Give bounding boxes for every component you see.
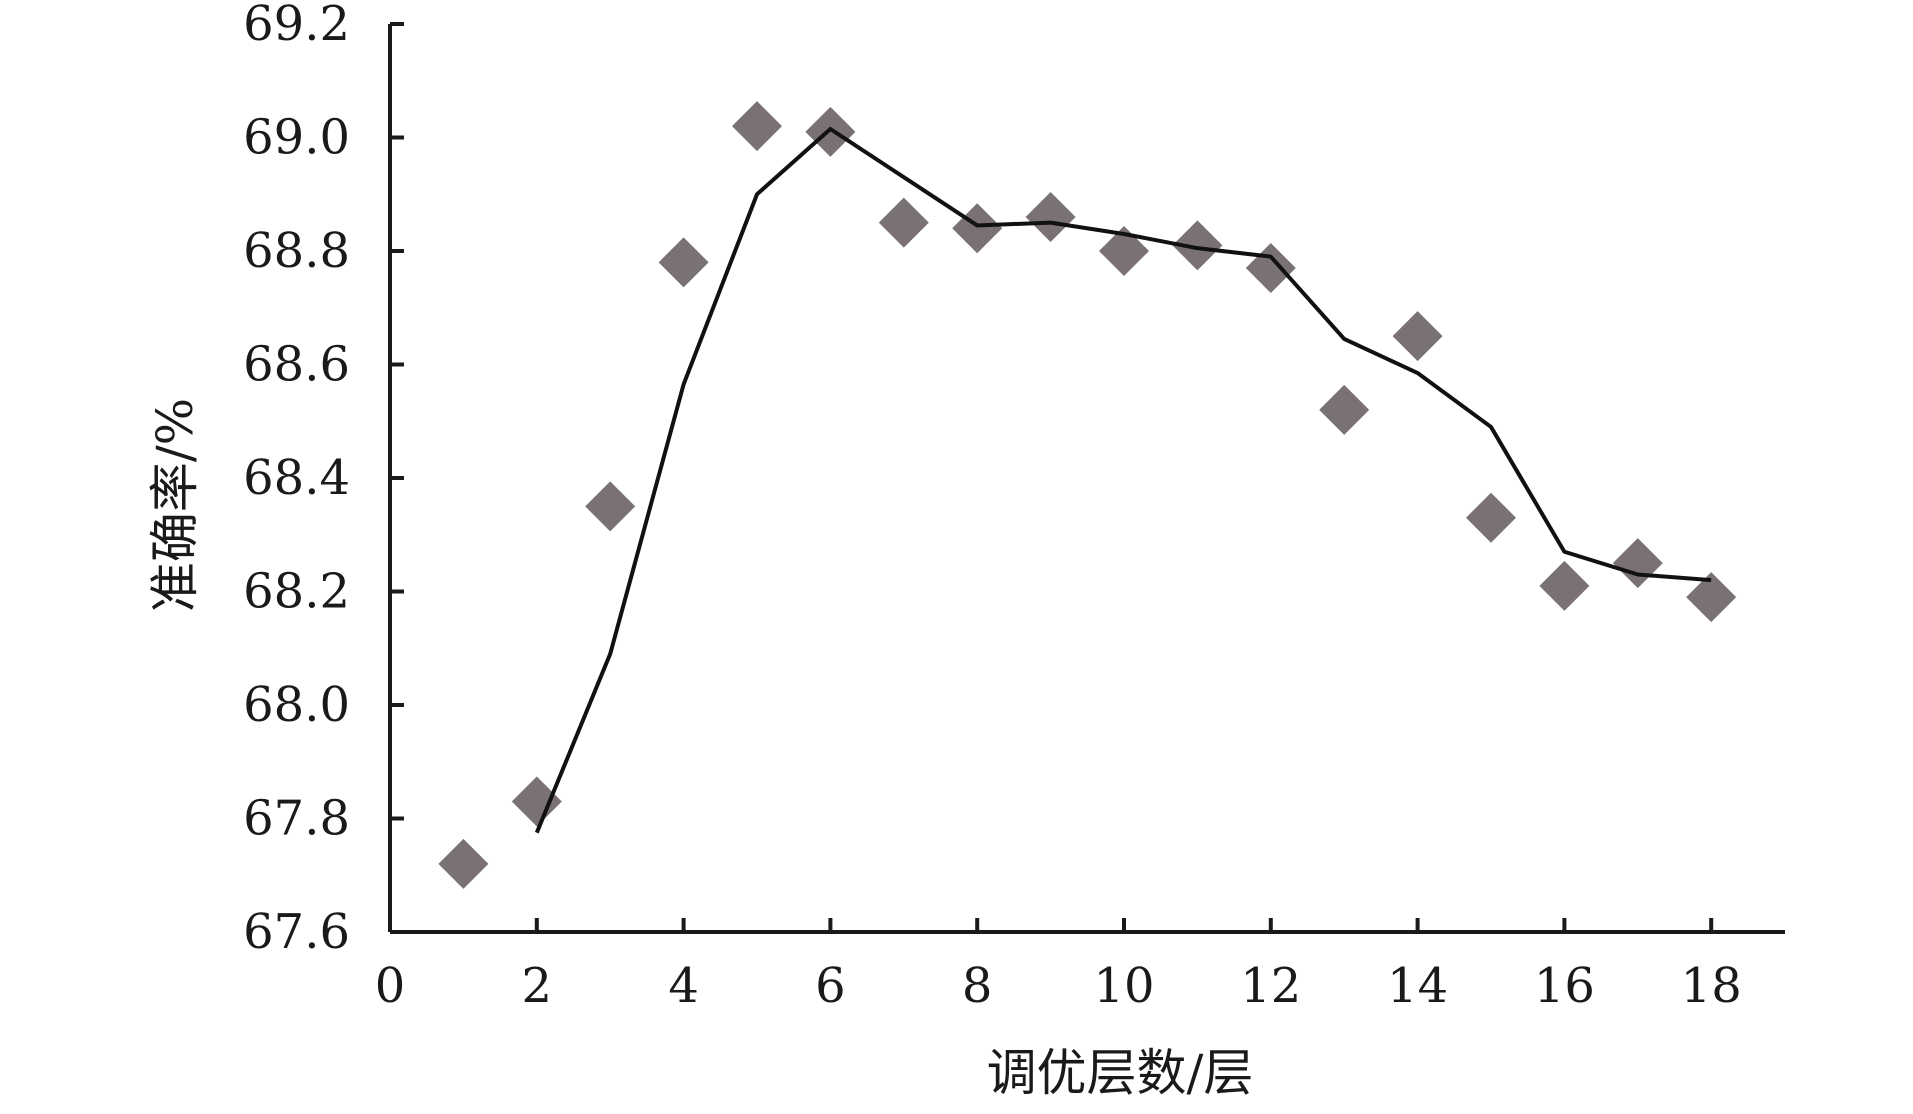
- data-point: [1392, 311, 1443, 362]
- x-axis-title: 调优层数/层: [987, 1044, 1254, 1102]
- data-point: [878, 197, 929, 248]
- x-tick-label: 4: [668, 958, 699, 1014]
- y-tick-label: 69.2: [243, 0, 350, 52]
- y-tick-label: 68.8: [243, 223, 350, 279]
- y-tick-label: 67.6: [243, 904, 350, 960]
- y-tick-label: 68.0: [243, 677, 350, 733]
- x-tick-label: 18: [1681, 958, 1742, 1014]
- trend-line: [534, 126, 1712, 834]
- y-tick-label: 67.8: [243, 791, 350, 847]
- x-tick-label: 16: [1534, 958, 1595, 1014]
- data-point: [1686, 572, 1737, 623]
- trend-line-series: [534, 126, 1712, 834]
- data-point: [1319, 384, 1370, 435]
- data-point: [732, 101, 782, 152]
- data-point: [952, 203, 1003, 254]
- data-point: [1245, 243, 1296, 294]
- data-point: [585, 481, 636, 532]
- x-tick-label: 0: [375, 958, 406, 1014]
- data-point: [805, 106, 856, 157]
- scatter-series: [438, 101, 1737, 889]
- data-point: [511, 776, 562, 827]
- axes: [388, 22, 1785, 934]
- data-point: [1172, 220, 1223, 271]
- y-axis-title: 准确率/%: [146, 398, 204, 612]
- tick-labels: 67.6 67.8 68.0 68.2 68.4 68.6 68.8 69.0 69.2 0 2 4 6…: [243, 0, 1742, 1014]
- y-tick-label: 68.6: [243, 337, 350, 393]
- data-point: [1025, 191, 1076, 242]
- x-tick-label: 6: [815, 958, 846, 1014]
- x-tick-label: 14: [1387, 958, 1448, 1014]
- x-tick-label: 10: [1093, 958, 1154, 1014]
- data-point: [1612, 538, 1663, 589]
- y-tick-label: 68.2: [243, 564, 350, 620]
- y-tick-label: 68.4: [243, 450, 350, 506]
- data-point: [658, 237, 709, 288]
- data-point: [1466, 492, 1516, 543]
- data-point: [1099, 226, 1149, 276]
- x-tick-label: 12: [1240, 958, 1301, 1014]
- data-point: [438, 838, 489, 889]
- y-tick-label: 69.0: [243, 110, 350, 166]
- x-tick-label: 8: [962, 958, 993, 1014]
- x-tick-label: 2: [522, 958, 553, 1014]
- data-point: [1539, 560, 1590, 611]
